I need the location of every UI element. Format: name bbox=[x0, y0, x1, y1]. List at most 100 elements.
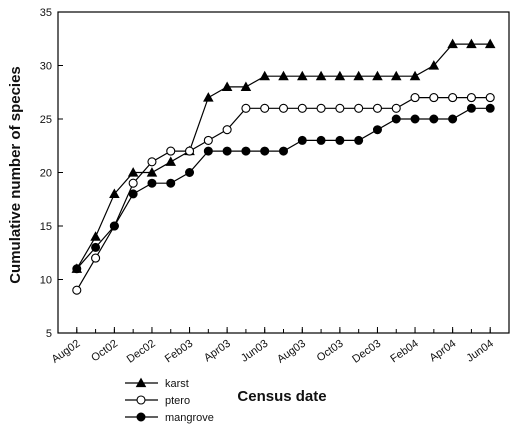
data-point-karst bbox=[127, 167, 139, 177]
data-point-ptero bbox=[335, 103, 345, 113]
data-point-karst bbox=[146, 167, 158, 177]
data-point-karst bbox=[353, 70, 364, 81]
data-point-ptero bbox=[222, 125, 232, 135]
y-tick-label: 15 bbox=[40, 221, 52, 233]
data-point-ptero bbox=[72, 285, 82, 295]
data-point-mangrove bbox=[91, 242, 101, 252]
data-point-mangrove bbox=[109, 221, 119, 231]
data-point-ptero bbox=[448, 93, 458, 103]
legend-item-ptero: ptero bbox=[125, 395, 190, 407]
series-karst bbox=[71, 38, 496, 273]
data-point-ptero bbox=[91, 253, 101, 263]
data-point-karst bbox=[90, 231, 101, 241]
legend: karst ptero mangrove bbox=[125, 377, 214, 424]
x-tick-label: Feb03 bbox=[163, 338, 195, 366]
data-point-karst bbox=[334, 70, 346, 81]
data-point-mangrove bbox=[354, 135, 364, 145]
x-tick-label: Apr04 bbox=[427, 338, 458, 365]
data-point-mangrove bbox=[222, 146, 232, 156]
data-point-karst bbox=[447, 38, 458, 49]
data-point-mangrove bbox=[147, 178, 157, 188]
data-point-mangrove bbox=[241, 146, 251, 156]
data-point-ptero bbox=[241, 103, 251, 113]
x-tick-label: Oct03 bbox=[315, 338, 346, 365]
data-point-mangrove bbox=[260, 146, 270, 156]
x-axis-title: Census date bbox=[237, 388, 326, 405]
legend-label: mangrove bbox=[165, 412, 214, 424]
data-point-ptero bbox=[410, 93, 420, 103]
legend-label: karst bbox=[165, 378, 189, 390]
x-tick-label: Dec02 bbox=[125, 338, 158, 366]
data-point-karst bbox=[466, 38, 477, 49]
legend-marker bbox=[135, 377, 147, 388]
x-tick-label: Jun03 bbox=[239, 338, 270, 365]
data-point-mangrove bbox=[335, 135, 345, 145]
data-point-karst bbox=[278, 70, 289, 81]
data-point-karst bbox=[109, 188, 120, 198]
data-point-ptero bbox=[354, 103, 364, 113]
data-point-ptero bbox=[297, 103, 307, 113]
x-tick-label: Apr03 bbox=[202, 338, 233, 365]
data-point-mangrove bbox=[485, 103, 495, 113]
legend-item-mangrove: mangrove bbox=[125, 412, 214, 424]
data-point-karst bbox=[315, 70, 327, 81]
y-tick-label: 25 bbox=[40, 114, 52, 126]
data-point-mangrove bbox=[410, 114, 420, 124]
legend-label: ptero bbox=[165, 395, 190, 407]
x-tick-label: Oct02 bbox=[89, 338, 120, 365]
legend-marker bbox=[136, 412, 146, 422]
data-point-ptero bbox=[372, 103, 383, 113]
plot-frame bbox=[57, 11, 510, 334]
data-point-karst bbox=[203, 92, 214, 102]
y-axis-title: Cumulative number of species bbox=[7, 66, 24, 284]
series-layer bbox=[71, 38, 496, 295]
data-point-mangrove bbox=[279, 146, 288, 156]
data-point-mangrove bbox=[391, 114, 401, 124]
legend-marker bbox=[136, 395, 146, 405]
y-tick-label: 35 bbox=[40, 7, 52, 19]
y-tick-label: 20 bbox=[40, 168, 52, 180]
series-line-mangrove bbox=[76, 107, 491, 270]
data-point-ptero bbox=[260, 103, 270, 113]
x-tick-label: Jun04 bbox=[464, 338, 495, 365]
y-tick-label: 5 bbox=[46, 328, 52, 340]
series-line-ptero bbox=[76, 96, 491, 291]
series-mangrove bbox=[72, 103, 495, 274]
data-point-karst bbox=[297, 70, 308, 81]
x-tick-label: Aug03 bbox=[275, 338, 308, 366]
data-point-mangrove bbox=[297, 135, 307, 145]
data-point-mangrove bbox=[466, 103, 476, 113]
data-point-ptero bbox=[203, 135, 213, 145]
data-point-mangrove bbox=[429, 114, 439, 124]
data-point-mangrove bbox=[372, 125, 382, 135]
y-tick-label: 10 bbox=[40, 275, 52, 287]
data-point-ptero bbox=[278, 103, 289, 113]
data-point-mangrove bbox=[185, 168, 195, 177]
data-point-karst bbox=[221, 81, 233, 91]
data-point-mangrove bbox=[316, 135, 326, 145]
data-point-mangrove bbox=[203, 146, 213, 156]
data-point-karst bbox=[165, 156, 177, 166]
data-point-ptero bbox=[391, 103, 401, 113]
x-tick-label: Feb04 bbox=[388, 338, 420, 366]
legend-item-karst: karst bbox=[125, 377, 189, 390]
data-point-mangrove bbox=[128, 189, 138, 199]
data-point-karst bbox=[409, 70, 421, 81]
data-point-mangrove bbox=[448, 114, 458, 124]
data-point-ptero bbox=[128, 178, 138, 188]
data-point-mangrove bbox=[72, 264, 82, 274]
data-point-karst bbox=[259, 70, 270, 81]
data-point-ptero bbox=[147, 157, 157, 167]
x-tick-label: Dec03 bbox=[350, 338, 383, 366]
data-point-ptero bbox=[316, 103, 326, 113]
y-tick-label: 30 bbox=[40, 61, 52, 73]
data-point-karst bbox=[484, 38, 496, 49]
data-point-ptero bbox=[429, 93, 439, 103]
data-point-karst bbox=[428, 60, 440, 70]
data-point-ptero bbox=[466, 93, 476, 103]
data-point-mangrove bbox=[166, 178, 176, 188]
x-tick-label: Aug02 bbox=[50, 338, 83, 366]
data-point-ptero bbox=[184, 146, 195, 156]
